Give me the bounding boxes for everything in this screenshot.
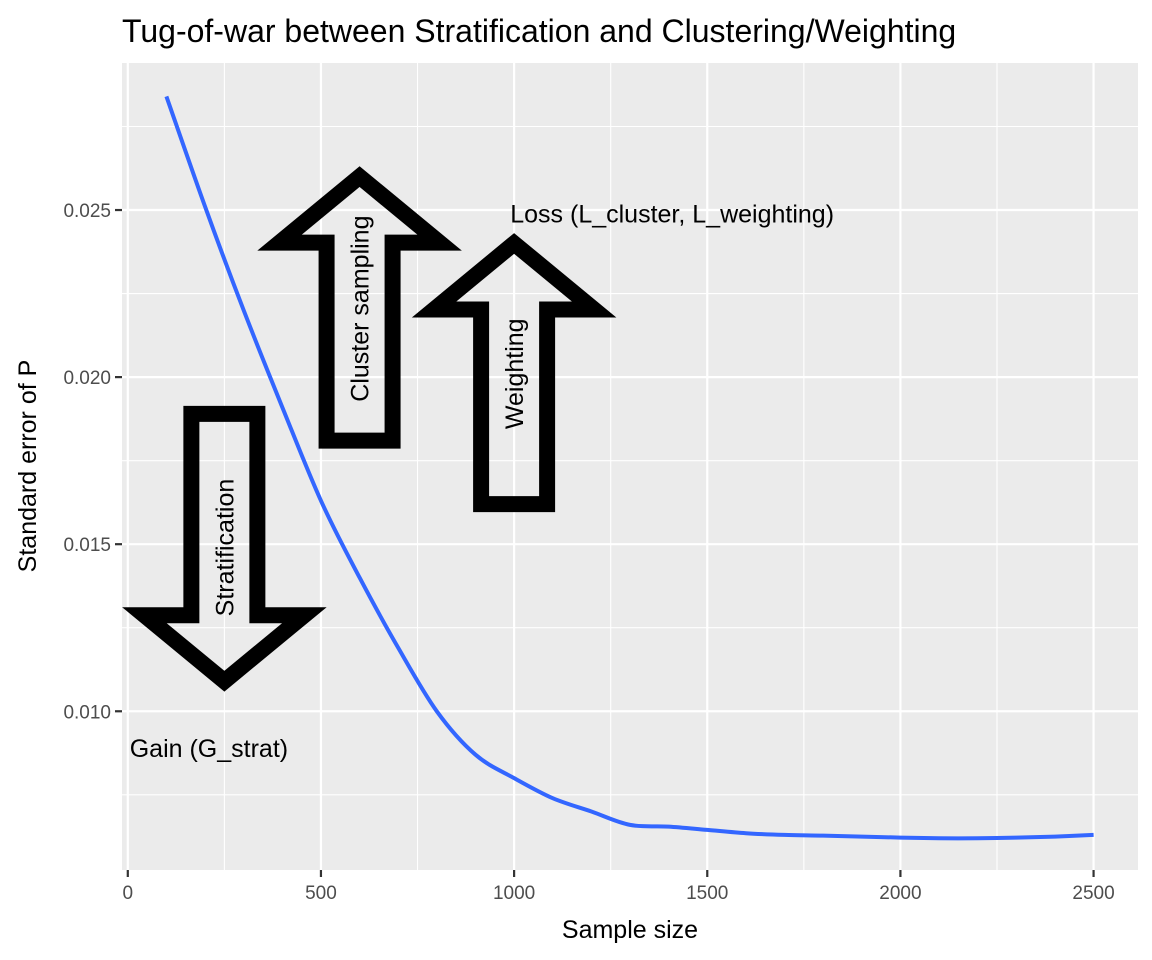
label-layer: Gain (G_strat) Loss (L_cluster, L_weighti… — [130, 200, 834, 763]
x-tick-label: 500 — [305, 883, 337, 904]
x-axis-label: Sample size — [562, 916, 698, 944]
plot-panel — [122, 63, 1138, 870]
label-gain: Gain (G_strat) — [130, 735, 288, 763]
y-tick-label: 0.010 — [63, 702, 111, 723]
x-axis: 0 500 1000 1500 2000 2500 — [123, 870, 1115, 904]
arrow-label-stratification: Stratification — [211, 479, 239, 617]
arrow-stratification — [122, 405, 327, 692]
x-tick-label: 1500 — [686, 883, 728, 904]
arrow-label-cluster-sampling: Cluster sampling — [347, 216, 375, 402]
arrow-cluster-sampling — [257, 166, 462, 449]
grid-major — [122, 63, 1138, 870]
grid-minor — [122, 63, 1138, 870]
x-tick-label: 1000 — [493, 883, 535, 904]
arrow-layer: Stratification Cluster sampling Weighting — [122, 166, 617, 692]
series-line — [164, 95, 1094, 841]
series-layer — [164, 95, 1094, 841]
chart-title: Tug-of-war between Stratification and Cl… — [122, 13, 956, 49]
x-tick-label: 2500 — [1072, 883, 1114, 904]
y-tick-label: 0.025 — [63, 201, 111, 222]
y-tick-label: 0.015 — [63, 535, 111, 556]
y-axis: 0.010 0.015 0.020 0.025 — [63, 201, 122, 723]
y-tick-label: 0.020 — [63, 368, 111, 389]
arrow-weighting — [411, 233, 617, 513]
arrow-label-weighting: Weighting — [501, 318, 529, 429]
x-tick-label: 2000 — [879, 883, 921, 904]
y-axis-label: Standard error of P — [14, 360, 42, 573]
x-tick-label: 0 — [123, 883, 134, 904]
label-loss: Loss (L_cluster, L_weighting) — [510, 200, 834, 228]
